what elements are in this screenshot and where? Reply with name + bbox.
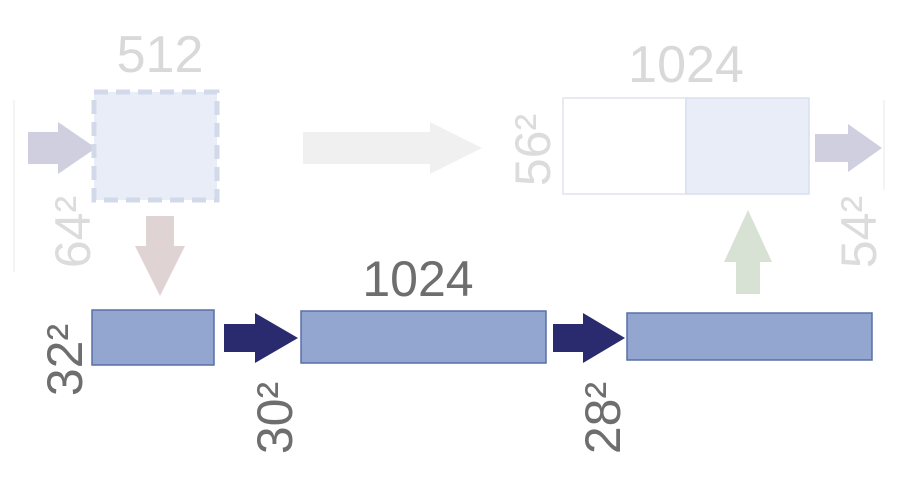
- faded-label-512: 512: [117, 26, 204, 84]
- conv-arrow-1: [224, 313, 298, 363]
- conv-arrow-2: [553, 313, 625, 363]
- size-label-30: 30²: [247, 382, 303, 454]
- faded-concat-box-white: [562, 97, 687, 195]
- size-label-28: 28²: [575, 382, 631, 454]
- feature-box-1: [91, 309, 215, 366]
- faded-input-arrow: [28, 122, 96, 174]
- faded-concat-box-blue: [685, 97, 810, 195]
- label-1024: 1024: [362, 251, 473, 307]
- faded-up-arrow: [724, 210, 772, 294]
- faded-size-64: 64²: [45, 196, 101, 268]
- faded-label-1024: 1024: [628, 36, 744, 94]
- faded-down-arrow: [135, 216, 185, 296]
- size-label-32: 32²: [37, 324, 93, 396]
- faded-size-56: 56²: [505, 114, 561, 186]
- faded-output-arrow: [815, 124, 882, 172]
- feature-box-3: [626, 312, 873, 361]
- faded-size-54: 54²: [831, 196, 887, 268]
- feature-box-2: [300, 310, 547, 364]
- faded-skip-arrow: [303, 122, 482, 174]
- faded-box-512: [91, 89, 220, 203]
